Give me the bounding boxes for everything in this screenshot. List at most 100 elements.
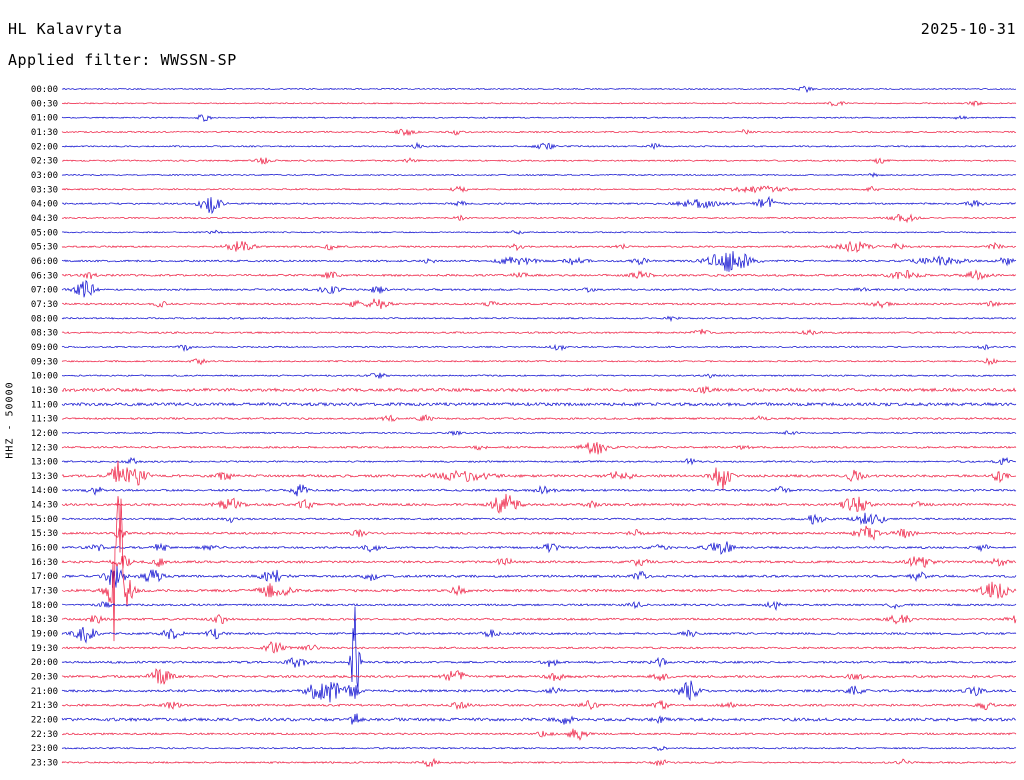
trace-row-21:30 xyxy=(61,699,1017,711)
row-time-label: 17:30 xyxy=(31,587,58,597)
row-time-label: 14:30 xyxy=(31,501,58,511)
row-time-label: 23:30 xyxy=(31,759,58,769)
row-time-label: 12:00 xyxy=(31,429,58,439)
trace-row-03:00 xyxy=(61,171,1017,178)
trace-row-17:30 xyxy=(61,496,1017,642)
trace-row-20:30 xyxy=(61,668,1017,685)
row-time-label: 10:30 xyxy=(31,386,58,396)
row-time-label: 00:00 xyxy=(31,85,58,95)
row-time-label: 11:00 xyxy=(31,400,58,410)
row-time-label: 19:30 xyxy=(31,644,58,654)
trace-row-09:00 xyxy=(61,343,1017,352)
trace-row-06:30 xyxy=(61,269,1017,281)
trace-row-17:00 xyxy=(61,566,1017,588)
row-time-label: 08:00 xyxy=(31,314,58,324)
row-time-label: 10:00 xyxy=(31,372,58,382)
row-time-label: 15:30 xyxy=(31,529,58,539)
row-time-label: 14:00 xyxy=(31,486,58,496)
trace-row-07:30 xyxy=(61,298,1016,309)
row-time-label: 04:30 xyxy=(31,214,58,224)
row-time-label: 07:00 xyxy=(31,286,58,296)
trace-row-14:30 xyxy=(61,493,1017,514)
row-time-label: 21:30 xyxy=(31,701,58,711)
row-time-label: 11:30 xyxy=(31,415,58,425)
trace-row-05:30 xyxy=(61,240,1017,254)
trace-row-01:30 xyxy=(61,128,1017,137)
row-time-label: 21:00 xyxy=(31,687,58,697)
row-time-label: 00:30 xyxy=(31,99,58,109)
trace-row-22:30 xyxy=(61,728,1017,741)
trace-row-22:00 xyxy=(61,713,1016,725)
trace-row-04:30 xyxy=(61,213,1017,224)
row-time-label: 05:30 xyxy=(31,243,58,253)
trace-row-00:00 xyxy=(61,85,1017,94)
trace-row-10:00 xyxy=(61,372,1017,379)
row-time-label: 23:00 xyxy=(31,744,58,754)
trace-row-11:00 xyxy=(61,401,1017,407)
trace-row-23:30 xyxy=(61,757,1016,768)
trace-row-21:00 xyxy=(61,680,1017,703)
trace-row-15:00 xyxy=(61,512,1017,525)
trace-row-00:30 xyxy=(61,100,1017,108)
trace-row-02:00 xyxy=(61,141,1017,151)
row-time-label: 12:30 xyxy=(31,443,58,453)
trace-row-16:00 xyxy=(61,541,1017,555)
trace-row-09:30 xyxy=(61,357,1017,366)
row-time-label: 16:00 xyxy=(31,544,58,554)
trace-row-19:00 xyxy=(61,626,1017,644)
row-time-label: 03:00 xyxy=(31,171,58,181)
trace-row-16:30 xyxy=(61,555,1017,569)
trace-row-20:00 xyxy=(61,606,1017,690)
row-time-label: 15:00 xyxy=(31,515,58,525)
trace-row-06:00 xyxy=(61,251,1017,272)
trace-row-07:00 xyxy=(61,279,1017,298)
row-time-label: 02:30 xyxy=(31,157,58,167)
trace-row-19:30 xyxy=(61,641,1017,654)
trace-row-05:00 xyxy=(61,229,1017,236)
trace-row-12:00 xyxy=(61,430,1017,437)
row-time-label: 08:30 xyxy=(31,329,58,339)
trace-row-13:00 xyxy=(61,456,1016,466)
row-time-label: 04:00 xyxy=(31,200,58,210)
trace-row-23:00 xyxy=(61,745,1017,752)
row-time-label: 18:30 xyxy=(31,615,58,625)
trace-row-04:00 xyxy=(61,195,1016,215)
row-time-label: 02:00 xyxy=(31,142,58,152)
row-time-label: 22:30 xyxy=(31,730,58,740)
trace-row-15:30 xyxy=(61,525,1017,541)
trace-row-14:00 xyxy=(61,484,1017,497)
row-time-label: 19:00 xyxy=(31,630,58,640)
trace-row-11:30 xyxy=(61,414,1017,423)
filter-label: Applied filter: WWSSN-SP xyxy=(8,51,237,69)
trace-row-08:30 xyxy=(61,328,1017,336)
row-time-label: 13:30 xyxy=(31,472,58,482)
row-time-label: 17:00 xyxy=(31,572,58,582)
row-time-label: 20:30 xyxy=(31,673,58,683)
trace-row-03:30 xyxy=(61,185,1017,194)
trace-row-01:00 xyxy=(61,114,1017,123)
row-time-label: 05:00 xyxy=(31,228,58,238)
trace-row-12:30 xyxy=(61,442,1017,455)
trace-row-13:30 xyxy=(61,460,1017,491)
row-time-label: 09:00 xyxy=(31,343,58,353)
row-time-label: 07:30 xyxy=(31,300,58,310)
trace-row-02:30 xyxy=(61,157,1017,165)
trace-row-18:00 xyxy=(61,600,1017,611)
trace-row-18:30 xyxy=(61,614,1017,625)
station-name: HL Kalavryta xyxy=(8,20,123,38)
row-time-label: 06:30 xyxy=(31,271,58,281)
row-time-label: 16:30 xyxy=(31,558,58,568)
trace-row-10:30 xyxy=(61,385,1017,395)
row-time-label: 06:00 xyxy=(31,257,58,267)
row-time-label: 01:00 xyxy=(31,114,58,124)
row-time-label: 20:00 xyxy=(31,658,58,668)
date-label: 2025-10-31 xyxy=(920,20,1016,38)
row-time-label: 22:00 xyxy=(31,716,58,726)
trace-row-08:00 xyxy=(61,315,1017,323)
row-time-label: 09:30 xyxy=(31,357,58,367)
row-time-label: 03:30 xyxy=(31,185,58,195)
row-time-label: 01:30 xyxy=(31,128,58,138)
row-time-label: 13:00 xyxy=(31,458,58,468)
